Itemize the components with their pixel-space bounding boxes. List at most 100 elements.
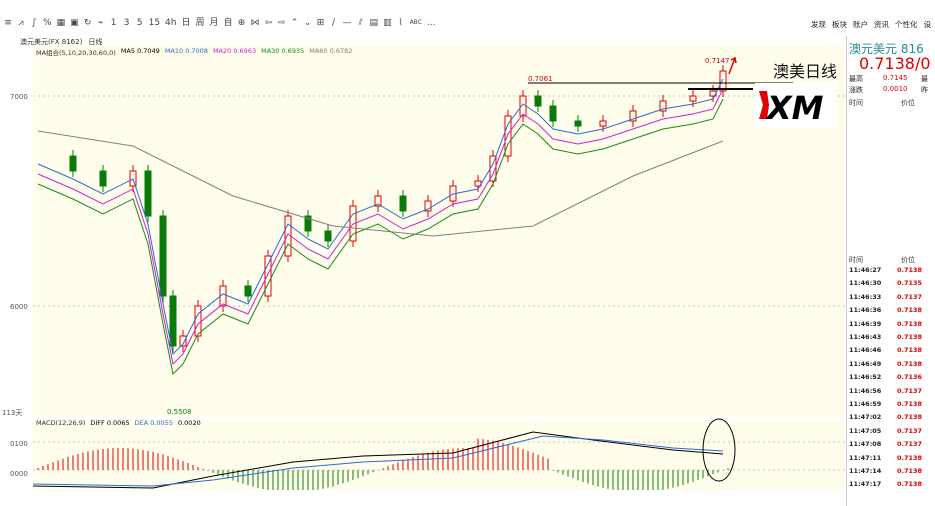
tick-row: 11:46:43 0.7138 xyxy=(849,333,934,344)
circle-icon[interactable]: ⊕ xyxy=(237,18,246,28)
candle-down xyxy=(169,295,177,347)
period-select[interactable]: 日线 xyxy=(88,38,103,46)
tick-row: 11:46:27 0.7138 xyxy=(849,266,934,277)
tick-time: 11:47:08 xyxy=(849,440,882,449)
period-custom-button[interactable]: 自 xyxy=(223,18,233,28)
tick-time: 11:46:56 xyxy=(849,386,882,395)
up-arrow-annotation xyxy=(728,56,737,75)
tick-row: 11:46:46 0.7138 xyxy=(849,346,934,357)
nav-discover[interactable]: 发现 xyxy=(811,20,826,29)
hline-icon[interactable]: — xyxy=(342,18,352,28)
tick-time: 11:47:05 xyxy=(849,426,882,435)
period-week-button[interactable]: 周 xyxy=(195,18,205,28)
period-5-button[interactable]: 5 xyxy=(136,18,143,28)
side-col-time: 时间 xyxy=(849,256,863,264)
high-label: 0.7061 xyxy=(528,75,553,83)
xm-logo: XM xyxy=(755,83,835,127)
macd-value: 0.0020 xyxy=(177,419,201,427)
tick-price: 0.7138 xyxy=(897,333,923,341)
symbol-label: 澳元美元(FX 8162) xyxy=(20,38,83,46)
refresh-icon[interactable]: ↻ xyxy=(83,18,92,28)
tick-row: 11:46:30 0.7135 xyxy=(849,279,934,290)
tick-row: 11:46:49 0.7138 xyxy=(849,360,934,371)
nav-news[interactable]: 资讯 xyxy=(874,20,889,29)
save-icon[interactable]: ▣ xyxy=(70,18,79,28)
abc-button[interactable]: ABC xyxy=(409,19,422,26)
macd-panel[interactable] xyxy=(32,418,845,492)
draw-line-icon[interactable]: ∕ xyxy=(332,18,336,28)
tick-price: 0.7136 xyxy=(897,373,923,382)
panel2-icon[interactable]: ▥ xyxy=(383,18,392,28)
nav-sector[interactable]: 板块 xyxy=(832,20,847,29)
ma20-line xyxy=(37,88,724,366)
tick-time: 11:46:59 xyxy=(849,400,882,408)
low-label: 0.5508 xyxy=(167,408,192,416)
up-arrow-icon[interactable]: ⌃ xyxy=(290,18,299,28)
tick-price: 0.7137 xyxy=(897,426,923,435)
pct-icon[interactable]: % xyxy=(43,18,52,28)
tick-row: 11:47:05 0.7137 xyxy=(849,427,934,438)
ma-group-label[interactable]: MA组合(5,10,20,30,60,0) xyxy=(36,49,116,57)
right-arrow-icon[interactable]: ⇨ xyxy=(277,18,286,28)
tick-price: 0.7138 xyxy=(897,346,923,355)
tick-icon[interactable]: ∫ xyxy=(31,18,37,28)
y-label-7000: 7000 xyxy=(10,93,28,101)
panel1-icon[interactable]: ▤ xyxy=(369,18,379,28)
latest-high-label: 0.7147 xyxy=(705,57,730,65)
tick-price: 0.7138 xyxy=(897,413,923,422)
side-price: 0.7138/0 xyxy=(859,54,931,73)
macd-svg xyxy=(32,418,845,492)
line-chart-icon[interactable]: ⩘ xyxy=(18,18,24,28)
tick-row: 11:46:52 0.7136 xyxy=(849,373,934,384)
tick-time: 11:46:49 xyxy=(849,359,882,368)
ma10-line xyxy=(37,78,724,356)
top-links: 发现 板块 账户 资讯 个性化 设 xyxy=(811,19,931,30)
left-arrow-icon[interactable]: ⇦ xyxy=(264,18,273,28)
wave-icon[interactable]: ⌇ xyxy=(398,18,403,28)
quote-sidebar: 澳元美元 816 0.7138/0 最高 0.7145 最 涨跌 0.0010 … xyxy=(846,36,935,506)
candle-down xyxy=(574,120,582,127)
nav-settings[interactable]: 设 xyxy=(923,20,932,29)
macd-label[interactable]: MACD(12,26,9) xyxy=(36,419,86,427)
grid-icon[interactable]: ⊞ xyxy=(316,18,325,28)
ma20-value: MA20 0.6963 xyxy=(212,47,257,55)
down-arrow-icon[interactable]: ⌄ xyxy=(303,18,312,28)
tick-row: 11:46:36 0.7138 xyxy=(849,306,934,317)
tick-time: 11:46:33 xyxy=(849,292,882,301)
side-col-time-top: 时间 xyxy=(849,99,863,107)
tick-price: 0.7138 xyxy=(897,266,923,274)
candle-down xyxy=(99,170,107,187)
period-month-button[interactable]: 月 xyxy=(209,18,219,28)
candle-up xyxy=(424,200,432,212)
candle-down xyxy=(69,155,77,172)
tick-time: 11:46:27 xyxy=(849,266,882,274)
nav-personalize[interactable]: 个性化 xyxy=(895,20,918,29)
table-icon[interactable]: ▦ xyxy=(56,18,66,28)
slash-icon[interactable]: ⫽ xyxy=(358,18,363,28)
nav-account[interactable]: 账户 xyxy=(853,20,868,29)
overlay-title: 澳美日线 xyxy=(773,62,838,81)
bowtie-icon[interactable]: ⋈ xyxy=(250,18,260,28)
period-15-button[interactable]: 15 xyxy=(148,18,161,28)
candlestick-chart[interactable]: 0.7061 0.7147 0.5508 xyxy=(33,46,845,416)
side-change-label: 涨跌 xyxy=(849,86,863,94)
minute-icon[interactable]: ⌁ xyxy=(97,18,104,28)
ma30-value: MA30 0.6935 xyxy=(261,47,305,55)
candle-up xyxy=(599,120,607,127)
menu-icon[interactable]: ≡ xyxy=(4,18,12,28)
tick-time: 11:47:17 xyxy=(849,480,882,489)
candle-down xyxy=(244,285,252,297)
highlight-ellipse xyxy=(702,418,736,482)
tick-row: 11:46:33 0.7137 xyxy=(849,293,934,304)
ma60-line xyxy=(37,130,724,237)
period-day-button[interactable]: 日 xyxy=(181,18,191,28)
candle-down xyxy=(399,195,407,212)
more-button[interactable]: ... xyxy=(426,18,436,28)
period-1-button[interactable]: 1 xyxy=(110,18,117,28)
side-high-value: 0.7145 xyxy=(883,74,908,82)
period-3-button[interactable]: 3 xyxy=(123,18,130,28)
tick-time: 11:47:14 xyxy=(849,467,882,475)
period-4h-button[interactable]: 4h xyxy=(165,18,177,28)
y-label-6000: 6000 xyxy=(10,303,28,311)
tick-price: 0.7138 xyxy=(897,319,923,328)
